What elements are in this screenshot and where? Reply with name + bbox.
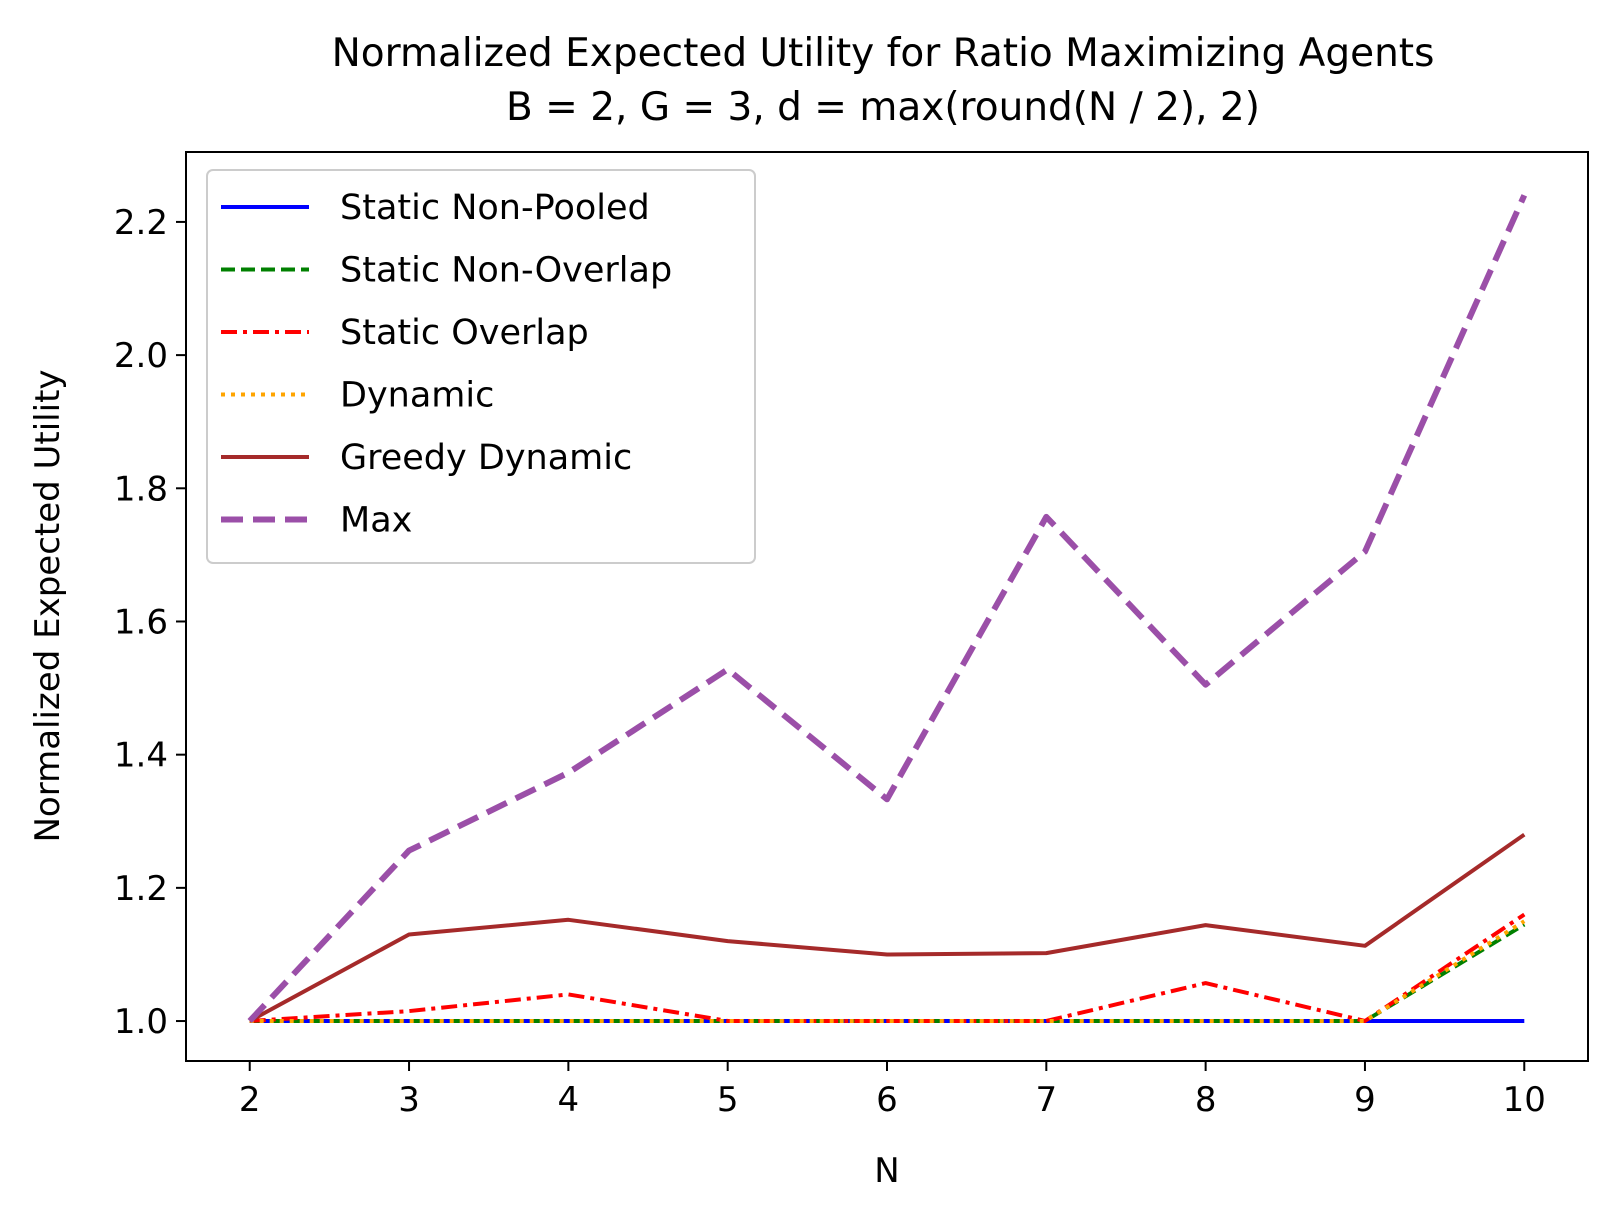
series-line-5 <box>247 194 1528 1024</box>
y-tick-label: 1.4 <box>114 736 168 776</box>
x-tick-label: 9 <box>1354 1080 1376 1120</box>
x-tick-label: 6 <box>876 1080 898 1120</box>
y-axis-ticks: 1.0 1.2 1.4 1.6 1.8 2.0 2.2 <box>114 203 186 1042</box>
y-axis-label: Normalized Expected Utility <box>28 369 68 842</box>
legend-label-3: Dynamic <box>340 376 494 416</box>
x-tick-label: 8 <box>1195 1080 1217 1120</box>
x-axis-label: N <box>874 1151 899 1191</box>
legend: Static Non-Pooled Static Non-Overlap Stati… <box>206 169 756 564</box>
x-tick-label: 10 <box>1503 1080 1546 1120</box>
y-tick-label: 2.2 <box>114 203 168 243</box>
x-tick-label: 7 <box>1035 1080 1057 1120</box>
legend-frame <box>206 169 756 564</box>
y-tick-label: 1.6 <box>114 602 168 642</box>
series-layer <box>247 194 1528 1024</box>
y-tick-label: 2.0 <box>114 336 168 376</box>
chart-subtitle: B = 2, G = 3, d = max(round(N / 2), 2) <box>506 85 1260 130</box>
legend-label-5: Max <box>340 501 412 541</box>
y-tick-label: 1.0 <box>114 1002 168 1042</box>
x-axis-ticks: 2 3 4 5 6 7 8 9 10 <box>239 1061 1546 1120</box>
legend-label-0: Static Non-Pooled <box>340 188 650 228</box>
series-line-4 <box>248 832 1526 1023</box>
x-tick-label: 2 <box>239 1080 261 1120</box>
legend-label-1: Static Non-Overlap <box>340 251 672 291</box>
y-tick-label: 1.2 <box>114 869 168 909</box>
chart-title: Normalized Expected Utility for Ratio Ma… <box>332 31 1435 76</box>
legend-label-2: Static Overlap <box>340 313 589 353</box>
legend-label-4: Greedy Dynamic <box>340 438 632 478</box>
y-tick-label: 1.8 <box>114 469 168 509</box>
x-tick-label: 3 <box>398 1080 420 1120</box>
x-tick-label: 4 <box>558 1080 580 1120</box>
x-tick-label: 5 <box>717 1080 739 1120</box>
series-line-3 <box>249 919 1526 1023</box>
series-line-2 <box>249 912 1526 1023</box>
